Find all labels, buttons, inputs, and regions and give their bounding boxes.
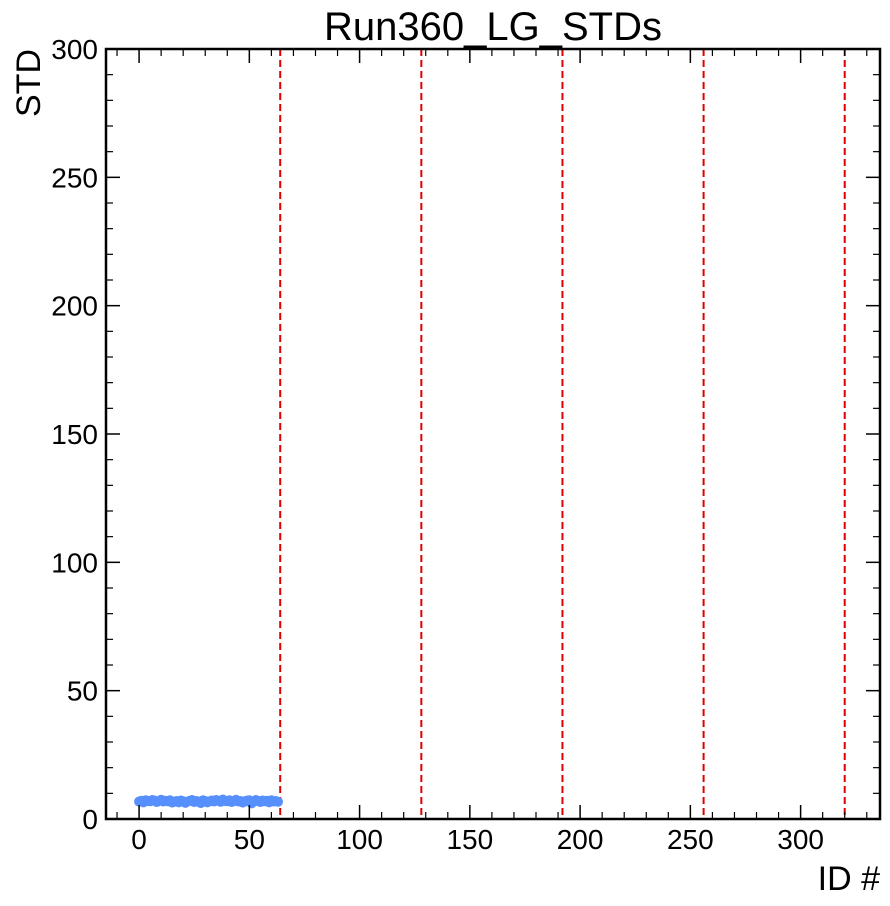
plot-area: 0 50 100 150 200 250 300 0 50 100 150 200 250 300 (51, 34, 880, 855)
x-tick-label: 200 (557, 824, 604, 855)
x-tick-label: 250 (667, 824, 714, 855)
plot-frame (104, 47, 882, 821)
x-tick-label: 300 (777, 824, 824, 855)
y-tick-label: 0 (82, 804, 98, 835)
y-tick-label: 300 (51, 34, 98, 65)
x-axis-label: ID # (818, 860, 880, 898)
chart-title: Run360_LG_STDs (324, 5, 662, 49)
x-tick-label: 100 (336, 824, 383, 855)
y-tick-label: 100 (51, 547, 98, 578)
x-tick-label: 150 (446, 824, 493, 855)
y-tick-label: 250 (51, 162, 98, 193)
y-tick-label: 150 (51, 419, 98, 450)
x-tick-label: 50 (234, 824, 265, 855)
data-point (273, 796, 283, 807)
y-tick-label: 50 (67, 676, 98, 707)
y-axis-label: STD (10, 49, 48, 117)
y-tick-label: 200 (51, 291, 98, 322)
x-tick-label: 0 (131, 824, 147, 855)
